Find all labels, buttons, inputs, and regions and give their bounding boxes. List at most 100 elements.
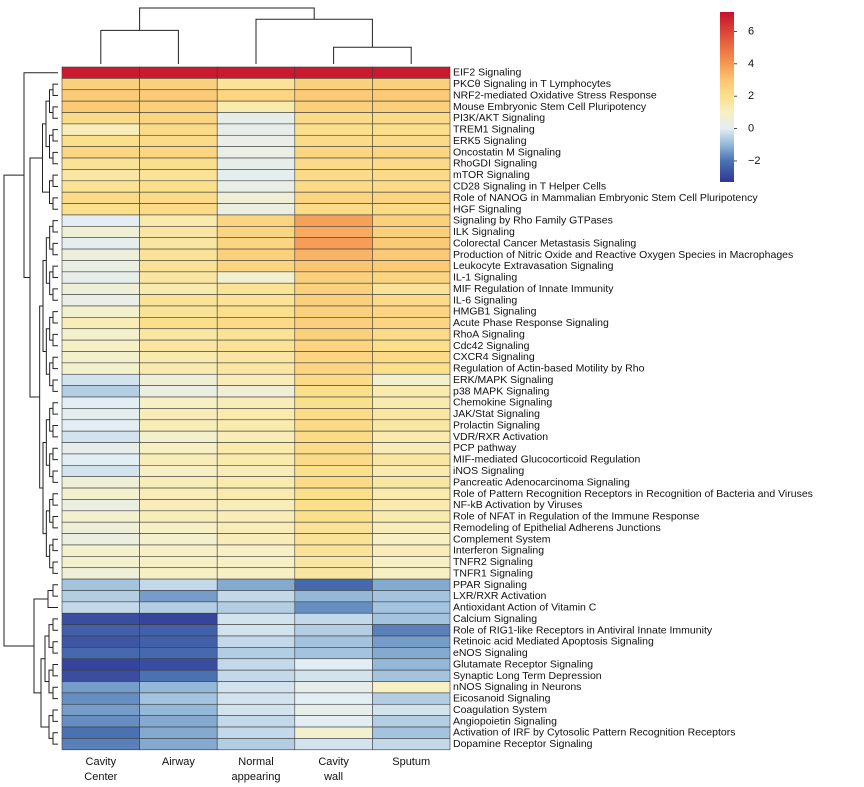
heatmap-cell-r38-c0 — [61, 499, 140, 512]
row-label: Leukocyte Extravasation Signaling — [453, 260, 614, 272]
heatmap-cell-r42-c2 — [216, 544, 296, 557]
heatmap-cell-r17-c1 — [139, 260, 218, 273]
row-dendrogram-branch — [49, 89, 53, 114]
row-dendrogram-branch — [52, 470, 58, 483]
heatmap-cell-r34-c0 — [61, 453, 140, 466]
row-label: VDR/RXR Activation — [453, 431, 548, 443]
row-dendrogram-branch — [48, 669, 53, 694]
heatmap-cell-r14-c1 — [139, 226, 218, 239]
heatmap-cell-r48-c3 — [294, 612, 373, 625]
column-label-aw: Airway — [162, 756, 196, 768]
row-label: Acute Phase Response Signaling — [453, 317, 609, 329]
heatmap-cell-r44-c0 — [61, 567, 140, 580]
heatmap-cell-r18-c3 — [294, 271, 373, 284]
heatmap-cell-r55-c2 — [216, 692, 296, 705]
heatmap-cell-r46-c2 — [216, 590, 296, 603]
heatmap-cell-r3-c1 — [139, 100, 218, 113]
heatmap-cell-r45-c0 — [61, 578, 140, 591]
heatmap-cell-r25-c4 — [372, 351, 451, 364]
heatmap-cell-r43-c1 — [139, 556, 218, 569]
row-dendrogram-branch — [52, 447, 58, 461]
heatmap-cell-r48-c1 — [139, 612, 218, 625]
heatmap-cell-r55-c0 — [61, 692, 140, 705]
heatmap-cell-r56-c0 — [61, 703, 140, 716]
heatmap-cell-r4-c3 — [294, 112, 373, 125]
heatmap-cell-r52-c1 — [139, 658, 218, 671]
heatmap-cell-r58-c2 — [216, 726, 296, 739]
heatmap-cell-r57-c0 — [61, 715, 140, 728]
heatmap-cell-r36-c3 — [294, 476, 373, 489]
heatmap-cell-r5-c0 — [61, 123, 140, 136]
heatmap-cell-r8-c1 — [139, 157, 218, 170]
heatmap-cell-r54-c3 — [294, 681, 373, 694]
row-dendrogram-branch — [49, 407, 53, 432]
heatmap-cell-r30-c0 — [61, 408, 140, 421]
heatmap-cell-r7-c1 — [139, 146, 218, 159]
row-label: mTOR Signaling — [453, 169, 530, 181]
color-legend: −2 0 2 4 6 — [720, 12, 761, 182]
heatmap-cell-r53-c1 — [139, 669, 218, 682]
heatmap-cell-r45-c4 — [372, 578, 451, 591]
heatmap-cell-r13-c0 — [61, 214, 140, 227]
heatmap-cell-r34-c3 — [294, 453, 373, 466]
heatmap-cell-r31-c4 — [372, 419, 451, 432]
row-dendrogram-branch — [52, 83, 58, 96]
heatmap-cell-r40-c2 — [216, 521, 296, 534]
heatmap-cell-r20-c1 — [139, 294, 218, 307]
row-label: Role of RIG1-like Receptors in Antiviral… — [453, 624, 713, 636]
heatmap-cell-r37-c0 — [61, 487, 140, 500]
row-dendrogram-branch — [52, 174, 58, 187]
row-label: CXCR4 Signaling — [453, 351, 535, 363]
heatmap-cell-r1-c2 — [216, 78, 296, 91]
heatmap-cell-r14-c0 — [61, 226, 140, 239]
row-label: MIF Regulation of Innate Immunity — [453, 283, 614, 295]
row-label: Signaling by Rho Family GTPases — [453, 215, 613, 227]
column-label-sp: Sputum — [392, 756, 430, 768]
heatmap-cell-r39-c1 — [139, 510, 218, 523]
heatmap-cell-r52-c2 — [216, 658, 296, 671]
row-label: MIF-mediated Glucocorticoid Regulation — [453, 454, 640, 466]
heatmap-cell-r11-c1 — [139, 191, 218, 204]
heatmap-cell-r38-c3 — [294, 499, 373, 512]
heatmap-cell-r47-c3 — [294, 601, 373, 614]
heatmap-cell-r7-c0 — [61, 146, 140, 159]
heatmap-cell-r51-c1 — [139, 647, 218, 660]
heatmap-cell-r54-c4 — [372, 681, 451, 694]
heatmap-cell-r12-c3 — [294, 203, 373, 216]
heatmap-cell-r57-c1 — [139, 715, 218, 728]
heatmap-cell-r10-c2 — [216, 180, 296, 193]
heatmap-cell-r50-c3 — [294, 635, 373, 648]
heatmap-cell-r37-c1 — [139, 487, 218, 500]
column-label-na: Normal — [238, 756, 273, 768]
heatmap-cell-r48-c0 — [61, 612, 140, 625]
row-label: Complement System — [453, 533, 551, 545]
heatmap-cell-r2-c0 — [61, 89, 140, 102]
heatmap-cell-r44-c4 — [372, 567, 451, 580]
heatmap-cell-r26-c2 — [216, 362, 296, 375]
heatmap-cell-r10-c0 — [61, 180, 140, 193]
heatmap-cell-r19-c2 — [216, 282, 296, 295]
heatmap-cells — [61, 66, 451, 751]
column-label-cc: Cavity — [86, 756, 117, 768]
heatmap-cell-r15-c4 — [372, 237, 451, 250]
row-dendrogram-branch — [52, 129, 58, 142]
heatmap-cell-r51-c0 — [61, 647, 140, 660]
row-dendrogram-branch — [52, 106, 58, 119]
row-label: Antioxidant Action of Vitamin C — [453, 602, 597, 614]
heatmap-cell-r59-c2 — [216, 738, 296, 751]
legend-tick-label: 6 — [748, 25, 754, 37]
heatmap-cell-r36-c1 — [139, 476, 218, 489]
row-label: Role of Pattern Recognition Receptors in… — [453, 488, 813, 500]
heatmap-cell-r41-c0 — [61, 533, 140, 546]
heatmap-cell-r49-c4 — [372, 624, 451, 637]
heatmap-cell-r24-c2 — [216, 339, 296, 352]
row-dendrogram-branch — [52, 220, 58, 233]
row-label: Role of NANOG in Mammalian Embryonic Ste… — [453, 192, 758, 204]
heatmap-cell-r29-c3 — [294, 396, 373, 409]
row-dendrogram-branch — [49, 453, 53, 478]
heatmap-cell-r14-c3 — [294, 226, 373, 239]
row-label: CD28 Signaling in T Helper Cells — [453, 180, 606, 192]
heatmap-cell-r49-c0 — [61, 624, 140, 637]
heatmap-cell-r15-c2 — [216, 237, 296, 250]
heatmap-cell-r40-c0 — [61, 521, 140, 534]
